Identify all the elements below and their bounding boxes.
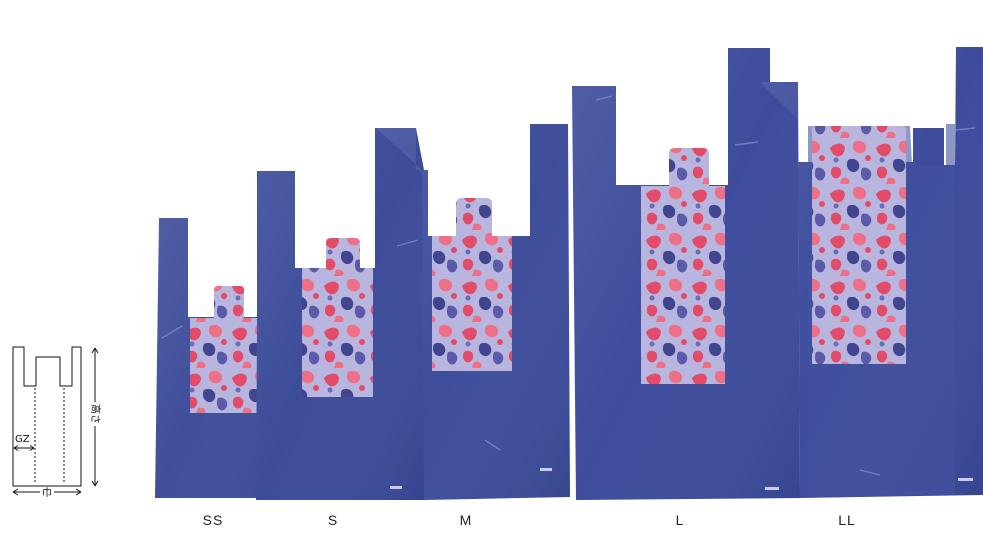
bag-m-tag <box>540 468 552 471</box>
bag-l-print <box>641 148 725 384</box>
size-label-m: M <box>459 512 473 528</box>
size-label-ll: LL <box>838 512 856 528</box>
diagram-height-arrowheads <box>91 347 99 487</box>
size-label-l: L <box>675 512 685 528</box>
bag-ll <box>760 47 983 498</box>
bag-l <box>572 48 800 500</box>
bag-l-tag <box>765 487 779 490</box>
diagram-gusset-arrowheads <box>13 445 35 451</box>
width-label-bg <box>40 487 54 498</box>
bag-ll-tag <box>958 478 973 481</box>
bag-m-print <box>432 198 512 371</box>
bag-s-print <box>302 238 373 397</box>
bag-s <box>256 128 424 500</box>
plastic-highlights <box>161 95 976 476</box>
size-label-ss: SS <box>202 512 224 528</box>
bag-ll-print <box>812 126 906 364</box>
diagram-width-arrowheads <box>12 488 82 496</box>
gusset-label: GZ <box>15 434 30 445</box>
height-label: 高さ <box>89 404 102 424</box>
height-label-bg <box>90 402 100 426</box>
size-label-s: S <box>327 512 339 528</box>
bag-m <box>376 124 570 500</box>
width-label: 巾 <box>42 486 52 499</box>
bag-s-tag <box>390 486 402 489</box>
dimension-diagram <box>12 346 99 496</box>
diagram-bag-outline <box>12 346 82 487</box>
bag-ss-print <box>190 286 257 413</box>
